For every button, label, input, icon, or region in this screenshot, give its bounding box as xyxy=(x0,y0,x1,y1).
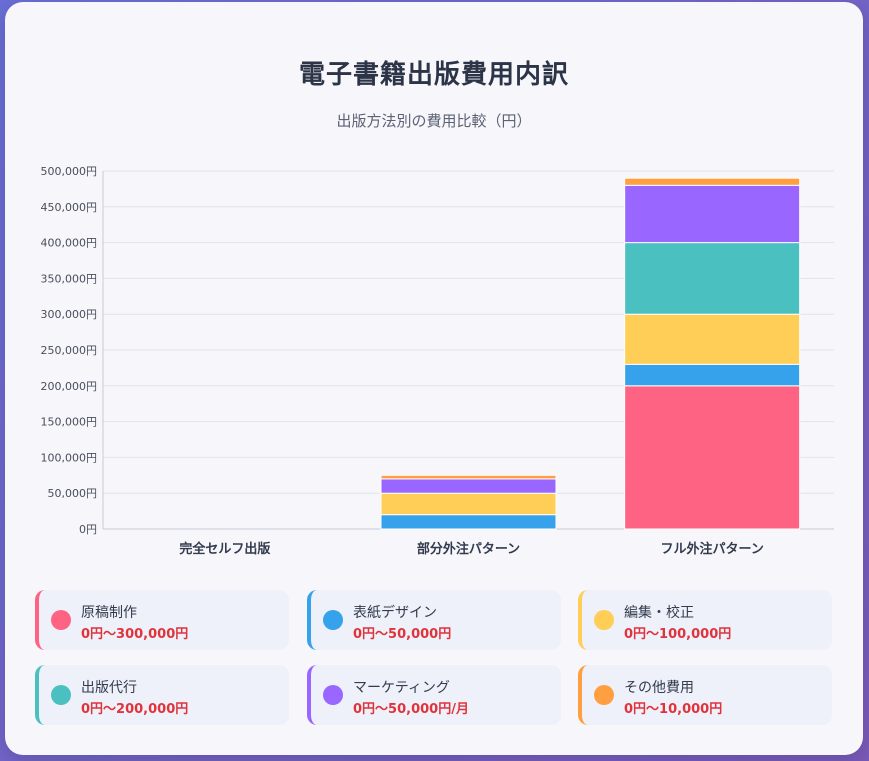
legend-color-dot xyxy=(323,610,343,630)
y-tick-label: 200,000円 xyxy=(41,380,98,393)
y-tick-label: 250,000円 xyxy=(41,344,98,357)
legend-color-dot xyxy=(594,610,614,630)
legend-range: 0円〜300,000円 xyxy=(81,627,189,642)
legend-item-cover-design: 表紙デザイン 0円〜50,000円 xyxy=(307,590,561,650)
y-tick-label: 400,000円 xyxy=(41,237,98,250)
bar-segment xyxy=(624,177,801,186)
x-tick-label: 部分外注パターン xyxy=(417,541,520,557)
legend-color-dot xyxy=(594,685,614,705)
legend-range: 0円〜50,000円 xyxy=(353,627,452,642)
legend-item-other-costs: その他費用 0円〜10,000円 xyxy=(578,665,832,725)
legend-name: 出版代行 xyxy=(81,680,137,696)
bar-segment xyxy=(624,313,801,365)
legend-range: 0円〜50,000円/月 xyxy=(353,702,469,717)
legend-color-dot xyxy=(51,610,71,630)
bar-segment xyxy=(380,478,557,494)
bar-segment xyxy=(624,385,801,530)
legend-range: 0円〜10,000円 xyxy=(624,702,723,717)
legend-color-dot xyxy=(323,685,343,705)
stacked-bar-chart: 0円 50,000円 100,000円 150,000円 200,000円 250,000… xyxy=(41,165,834,557)
legend-name: 編集・校正 xyxy=(624,605,694,621)
legend-item-editing: 編集・校正 0円〜100,000円 xyxy=(578,590,832,650)
bar-segment xyxy=(624,184,801,244)
bar-segment xyxy=(380,474,557,480)
y-tick-label: 50,000円 xyxy=(48,487,98,500)
bar-segment xyxy=(624,363,801,387)
chart-subtitle: 出版方法別の費用比較（円） xyxy=(336,112,532,130)
legend-item-manuscript: 原稿制作 0円〜300,000円 xyxy=(35,590,289,650)
legend-name: 原稿制作 xyxy=(81,605,137,621)
legend-color-dot xyxy=(51,685,71,705)
x-tick-label: 完全セルフ出版 xyxy=(179,541,270,557)
legend-item-publishing-agency: 出版代行 0円〜200,000円 xyxy=(35,665,289,725)
legend-name: 表紙デザイン xyxy=(353,605,437,621)
bar-segment xyxy=(380,492,557,516)
y-tick-label: 150,000円 xyxy=(41,416,98,429)
chart-card: 電子書籍出版費用内訳 出版方法別の費用比較（円） 0円 50,000円 100,00… xyxy=(5,2,863,755)
y-tick-label: 350,000円 xyxy=(41,272,98,285)
x-tick-label: フル外注パターン xyxy=(660,541,763,557)
legend-name: その他費用 xyxy=(624,680,694,696)
bar-segment xyxy=(380,514,557,530)
legend-range: 0円〜100,000円 xyxy=(624,627,732,642)
bar-segment xyxy=(624,242,801,315)
legend-name: マーケティング xyxy=(353,680,450,696)
y-tick-label: 300,000円 xyxy=(41,308,98,321)
legend-range: 0円〜200,000円 xyxy=(81,702,189,717)
y-tick-label: 100,000円 xyxy=(41,451,98,464)
y-tick-label: 500,000円 xyxy=(41,165,98,178)
y-tick-label: 450,000円 xyxy=(41,201,98,214)
legend-item-marketing: マーケティング 0円〜50,000円/月 xyxy=(307,665,561,725)
y-tick-label: 0円 xyxy=(79,523,97,536)
chart-title: 電子書籍出版費用内訳 xyxy=(298,60,569,90)
